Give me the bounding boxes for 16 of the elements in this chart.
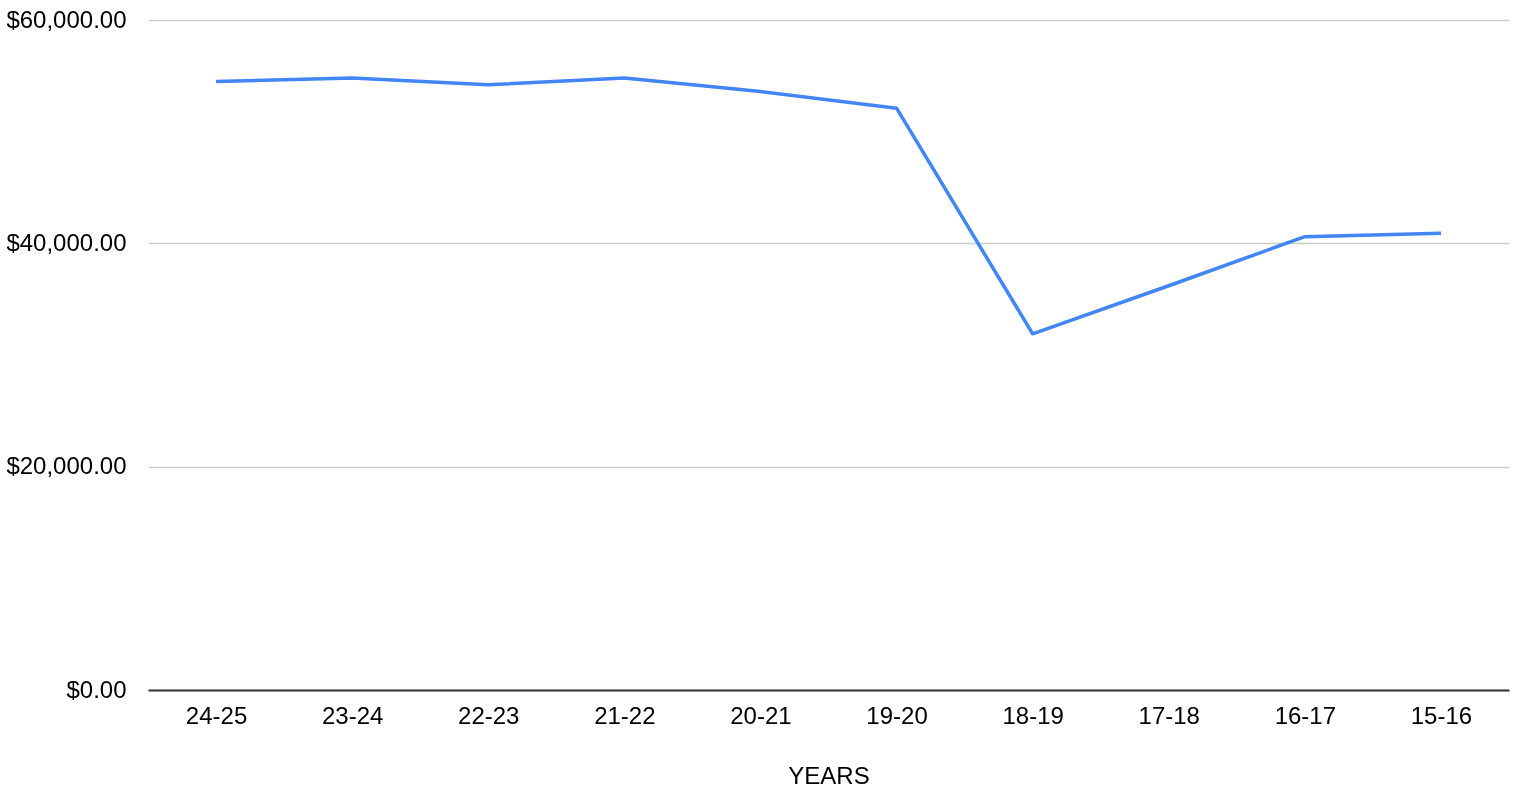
x-tick-label: 24-25 bbox=[185, 701, 248, 729]
y-tick-label: $20,000.00 bbox=[6, 452, 127, 480]
y-tick-label: $60,000.00 bbox=[6, 5, 127, 33]
x-tick-label: 23-24 bbox=[321, 701, 384, 729]
x-tick-label: 18-19 bbox=[1002, 701, 1064, 729]
y-tick-label: $0.00 bbox=[66, 675, 127, 703]
x-tick-label: 21-22 bbox=[594, 701, 656, 729]
line-series bbox=[214, 76, 1443, 336]
y-tick-label: $40,000.00 bbox=[6, 228, 127, 256]
x-axis-title: YEARS bbox=[788, 761, 870, 789]
x-tick-label: 17-18 bbox=[1138, 701, 1200, 729]
x-tick-label: 20-21 bbox=[730, 701, 792, 729]
x-tick-label: 19-20 bbox=[866, 701, 928, 729]
x-tick-label: 15-16 bbox=[1410, 701, 1473, 729]
x-tick-label: 16-17 bbox=[1274, 701, 1337, 729]
x-tick-label: 22-23 bbox=[458, 701, 520, 729]
